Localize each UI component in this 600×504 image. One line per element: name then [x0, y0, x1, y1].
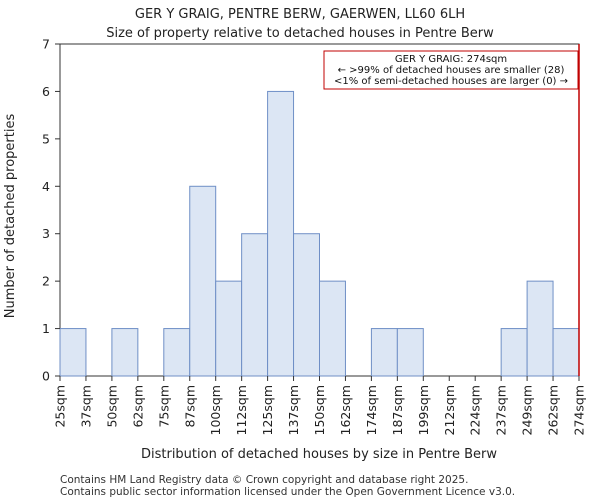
footer-line-1: Contains HM Land Registry data © Crown c…	[60, 474, 468, 486]
x-tick-label-224sqm: 224sqm	[468, 385, 483, 435]
annotation-box: GER Y GRAIG: 274sqm ← >99% of detached h…	[323, 50, 579, 90]
y-tick-label: 5	[42, 131, 50, 146]
x-tick-label-100sqm: 100sqm	[208, 385, 223, 435]
bar-50sqm	[111, 328, 139, 377]
y-tick-label: 1	[42, 321, 50, 336]
bar-25sqm	[59, 328, 87, 377]
annotation-line-2: ← >99% of detached houses are smaller (2…	[338, 65, 565, 76]
bar-174sqm	[370, 328, 398, 377]
x-tick-label-112sqm: 112sqm	[234, 385, 249, 435]
y-tick-label: 4	[42, 179, 50, 194]
annotation-line-3: <1% of semi-detached houses are larger (…	[334, 76, 568, 87]
bar-87sqm	[189, 185, 217, 377]
bar-125sqm	[267, 90, 295, 377]
y-tick-label: 6	[42, 84, 50, 99]
x-tick-label-137sqm: 137sqm	[286, 385, 301, 435]
x-tick-label-174sqm: 174sqm	[364, 385, 379, 435]
bar-100sqm	[215, 280, 243, 377]
x-tick-label-87sqm: 87sqm	[182, 385, 197, 428]
y-axis-label: Number of detached properties	[3, 114, 18, 319]
x-tick-label-125sqm: 125sqm	[260, 385, 275, 435]
y-tick-label: 7	[42, 37, 50, 52]
y-tick-label: 2	[42, 274, 50, 289]
x-tick-label-162sqm: 162sqm	[338, 385, 353, 435]
x-axis-label: Distribution of detached houses by size …	[141, 447, 497, 462]
bar-262sqm	[552, 328, 580, 377]
y-tick-label: 3	[42, 226, 50, 241]
bar-75sqm	[163, 328, 191, 377]
x-tick-label-212sqm: 212sqm	[442, 385, 457, 435]
x-tick-label-249sqm: 249sqm	[520, 385, 535, 435]
bar-249sqm	[526, 280, 554, 377]
y-axis-ticks: 0 1 2 3 4 5 6 7	[42, 37, 60, 384]
x-tick-label-187sqm: 187sqm	[390, 385, 405, 435]
x-tick-label-25sqm: 25sqm	[53, 385, 68, 428]
x-tick-label-199sqm: 199sqm	[416, 385, 431, 435]
x-axis-ticks: 25sqm 37sqm 50sqm 62sqm 75sqm 87sqm 100sqm 112s…	[53, 376, 587, 435]
x-tick-label-62sqm: 62sqm	[130, 385, 145, 428]
x-tick-label-237sqm: 237sqm	[494, 385, 509, 435]
chart-title: GER Y GRAIG, PENTRE BERW, GAERWEN, LL60 …	[135, 7, 465, 22]
chart-subtitle: Size of property relative to detached ho…	[106, 26, 494, 41]
x-tick-label-274sqm: 274sqm	[572, 385, 587, 435]
footer-line-2: Contains public sector information licen…	[60, 486, 515, 498]
bar-150sqm	[319, 280, 346, 377]
x-tick-label-37sqm: 37sqm	[78, 385, 93, 428]
annotation-line-1: GER Y GRAIG: 274sqm	[395, 54, 507, 65]
bar-187sqm	[396, 328, 424, 377]
y-tick-label: 0	[42, 369, 50, 384]
x-tick-label-150sqm: 150sqm	[312, 385, 327, 435]
annotation-frame	[323, 50, 579, 90]
bars-group	[59, 90, 580, 377]
bar-137sqm	[293, 233, 320, 377]
x-tick-label-262sqm: 262sqm	[546, 385, 561, 435]
bar-112sqm	[241, 233, 269, 377]
x-tick-label-50sqm: 50sqm	[104, 385, 119, 428]
bar-237sqm	[500, 328, 528, 377]
x-tick-label-75sqm: 75sqm	[156, 385, 171, 428]
